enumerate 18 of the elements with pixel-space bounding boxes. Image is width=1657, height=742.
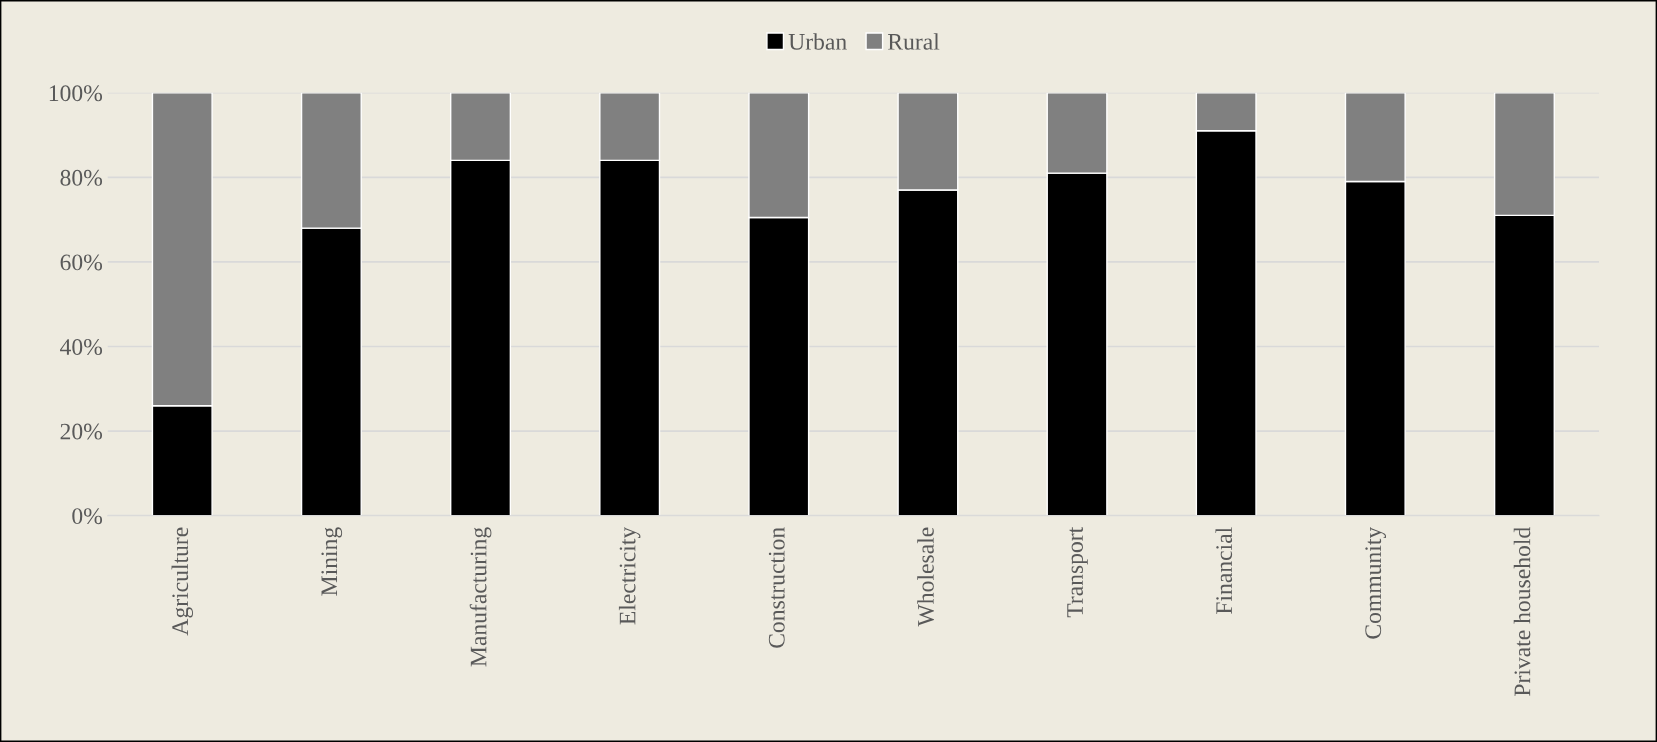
y-tick-label: 60% <box>60 254 103 271</box>
x-tick-label: Electricity <box>618 526 641 625</box>
y-tick-label: 0% <box>72 508 103 525</box>
x-tick-label: Private household <box>1513 527 1531 696</box>
legend-label: Rural <box>888 33 940 50</box>
x-tick-label: Manufacturing <box>469 527 492 667</box>
x-tick-label: Mining <box>321 527 343 596</box>
legend-label: Urban <box>788 33 847 50</box>
y-tick-label: 20% <box>60 423 103 440</box>
y-tick-label: 100% <box>49 85 103 102</box>
x-tick-label: Agriculture <box>171 527 194 636</box>
y-tick-label: 80% <box>60 169 103 186</box>
x-tick-label: Financial <box>1215 527 1233 614</box>
y-tick-label: 40% <box>60 339 103 356</box>
x-tick-label: Transport <box>1067 526 1088 618</box>
x-tick-label: Construction <box>768 527 785 648</box>
x-tick-label: Community <box>1365 526 1387 639</box>
x-tick-label: Wholesale <box>917 527 934 627</box>
